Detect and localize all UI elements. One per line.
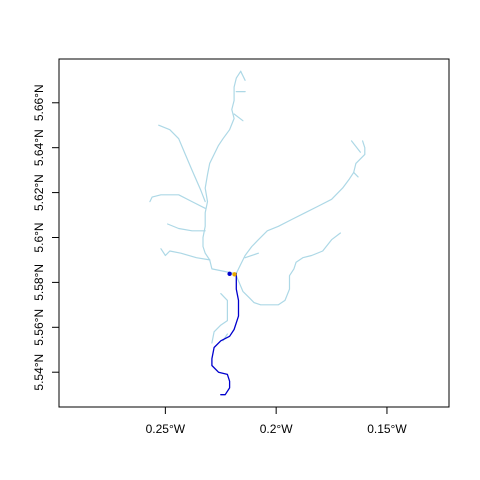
x-tick-label: 0.25°W	[146, 422, 186, 436]
y-tick-label: 5.54°N	[32, 354, 46, 391]
stream-segment	[233, 113, 244, 122]
y-axis: 5.54°N 5.56°N 5.58°N 5.6°N 5.62°N 5.64°N 5.66°…	[32, 84, 60, 391]
x-tick-label: 0.2°W	[260, 422, 293, 436]
start-point	[227, 271, 232, 277]
y-tick-label: 5.6°N	[32, 222, 46, 252]
stream-segment	[244, 252, 259, 259]
y-tick-label: 5.58°N	[32, 264, 46, 301]
y-tick-label: 5.66°N	[32, 84, 46, 121]
stream-segment	[350, 140, 361, 153]
outlet-point	[232, 272, 237, 277]
stream-segment	[149, 194, 206, 209]
y-tick-label: 5.62°N	[32, 174, 46, 211]
x-tick-label: 0.15°W	[367, 422, 407, 436]
stream-segment	[211, 293, 228, 344]
downstream-path-line	[211, 272, 240, 396]
y-tick-label: 5.64°N	[32, 129, 46, 166]
y-tick-label: 5.56°N	[32, 309, 46, 346]
stream-segment	[167, 223, 206, 232]
stream-segment	[202, 70, 242, 274]
stream-segment	[160, 248, 211, 261]
stream-segment	[240, 70, 246, 81]
upstream-stream-network	[149, 70, 366, 344]
x-axis: 0.25°W 0.2°W 0.15°W	[146, 406, 407, 436]
map-points	[227, 271, 237, 277]
stream-segment	[353, 171, 359, 178]
stream-segment	[235, 140, 366, 274]
stream-segment	[158, 124, 206, 203]
downstream-flow-path	[211, 272, 240, 396]
stream-segment	[235, 232, 341, 306]
